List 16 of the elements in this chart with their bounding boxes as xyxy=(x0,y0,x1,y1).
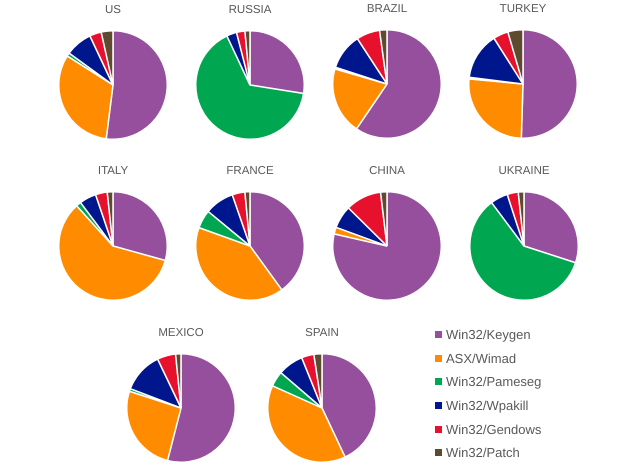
legend-label: Win32/Gendows xyxy=(446,422,542,437)
chart-title: FRANCE xyxy=(225,164,275,179)
chart-title: ITALY xyxy=(96,164,130,179)
chart-title: BRAZIL xyxy=(366,2,408,17)
chart-title: UKRAINE xyxy=(497,164,551,179)
chart-title: TURKEY xyxy=(498,2,548,17)
legend-label: Win32/Wpakill xyxy=(446,398,528,414)
chart-title: SPAIN xyxy=(304,326,340,341)
chart-title: US xyxy=(104,3,122,18)
legend-label: ASX/Wimad xyxy=(446,350,516,366)
legend-label: Win32/Patch xyxy=(446,445,520,460)
chart-title: MEXICO xyxy=(157,326,205,341)
legend-label: Win32/Pameseg xyxy=(446,374,542,390)
chart-title: RUSSIA xyxy=(228,3,272,18)
legend-label: Win32/Keygen xyxy=(446,327,531,342)
chart-title: CHINA xyxy=(368,164,406,179)
